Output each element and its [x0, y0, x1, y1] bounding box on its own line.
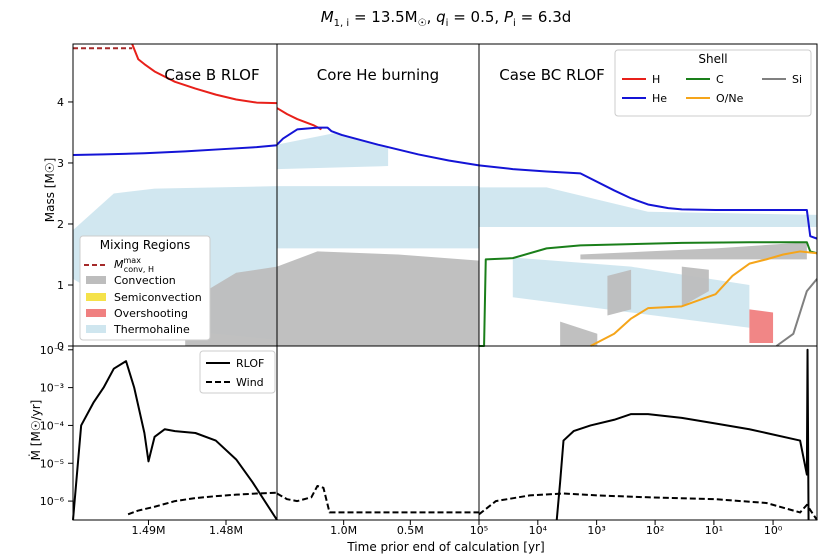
top-y-tick-label-4: 4 [57, 96, 64, 109]
series-he-p0-2 [72, 144, 278, 157]
panel-title-case-b: Case B RLOF [164, 66, 259, 84]
series-wind-p2-13 [478, 492, 818, 521]
series-wind-p1-11 [276, 484, 479, 514]
legend-convection-label: Convection [114, 274, 176, 287]
bottom-y-tick-label-1: 10⁻⁵ [40, 457, 64, 470]
legend-semiconvection-swatch [86, 293, 106, 301]
axes-frames [72, 43, 818, 521]
series-he-p2-4 [478, 164, 818, 240]
top-y-tick-label-3: 3 [57, 157, 64, 170]
panel-title-case-bc: Case BC RLOF [499, 66, 604, 84]
series-lines-layer [72, 43, 818, 521]
mixing-region-11 [749, 309, 774, 343]
mixing-legend-title: Mixing Regions [100, 238, 191, 252]
series-he-p1-3 [276, 126, 480, 167]
mixing-region-10 [681, 266, 709, 307]
series-c-p2-5 [479, 241, 818, 347]
bottom-y-axis-label: Ṁ [M☉/yr] [28, 400, 43, 461]
x-tick-label-p2-2: 10³ [587, 524, 605, 537]
x-tick-label-p2-1: 10⁴ [529, 524, 548, 537]
mixing-region-2 [277, 132, 389, 170]
top-y-tick-label-1: 1 [57, 279, 64, 292]
series-h-p1-1 [276, 107, 322, 131]
bottom-y-tick-label-3: 10⁻³ [40, 382, 64, 395]
legend-convection-swatch [86, 276, 106, 284]
legend-one-label: O/Ne [716, 92, 744, 105]
legend-overshooting-label: Overshooting [114, 307, 188, 320]
bottom-panel-frame-1 [276, 345, 480, 521]
legend-semiconvection-label: Semiconvection [114, 291, 202, 304]
chart-title: M1, i = 13.5M☉, qi = 0.5, Pi = 6.3d [321, 8, 572, 29]
x-tick-label-p0-0: 1.49M [131, 524, 165, 537]
mixing-legend-box [79, 235, 211, 341]
legend-h-label: H [652, 73, 660, 86]
axes-ticks: 0 1 2 3 4 10⁻⁶ 10⁻⁵ 10⁻⁴ 10⁻³ 10⁻² 1.49M 1.48M 1.0M 0… [40, 96, 783, 537]
bottom-y-tick-label-4: 10⁻² [40, 344, 64, 357]
legend-rlof-label: RLOF [236, 357, 264, 370]
top-y-tick-label-2: 2 [57, 218, 64, 231]
mixing-region-9 [607, 269, 632, 316]
legend-si-label: Si [792, 73, 802, 86]
series-si-p2-7 [775, 278, 818, 347]
x-axis-label: Time prior end of calculation [yr] [346, 540, 544, 554]
legend-thermohaline-swatch [86, 325, 106, 333]
x-tick-label-p1-1: 0.5M [397, 524, 424, 537]
shell-legend: Shell H C Si He O/Ne [614, 49, 812, 117]
legend-mconv-label: Mmax conv, H [114, 256, 154, 274]
series-o-ne-p2-6 [590, 250, 818, 347]
x-tick-label-p2-0: 10⁵ [470, 524, 488, 537]
shell-legend-box [614, 49, 812, 117]
panel-title-core-he: Core He burning [317, 66, 439, 84]
top-y-tick-label-0: 0 [57, 340, 64, 353]
series-rlof-p2-12 [555, 348, 810, 521]
series-rlof-p0-9 [72, 360, 278, 521]
x-tick-label-p0-1: 1.48M [209, 524, 243, 537]
mixing-legend: Mixing Regions Mmax conv, H Convection Se… [79, 235, 211, 341]
shell-legend-title: Shell [698, 52, 727, 66]
bottom-panel-frame-2 [478, 345, 818, 521]
mixing-region-3 [479, 187, 817, 228]
top-y-axis-label: Mass [M☉] [43, 158, 57, 223]
legend-overshooting-swatch [86, 309, 106, 317]
legend-c-label: C [716, 73, 724, 86]
x-tick-label-p2-4: 10¹ [705, 524, 723, 537]
legend-thermohaline-label: Thermohaline [113, 323, 190, 336]
series-wind-p0-10 [127, 491, 278, 516]
legend-he-label: He [652, 92, 667, 105]
rate-legend: RLOF Wind [199, 350, 276, 394]
mixing-region-6 [277, 251, 479, 346]
mixing-region-1 [277, 186, 479, 249]
x-tick-label-p2-5: 10⁰ [764, 524, 783, 537]
bottom-y-tick-label-2: 10⁻⁴ [40, 419, 65, 432]
mixing-region-7 [580, 242, 807, 260]
x-tick-label-p1-0: 1.0M [330, 524, 357, 537]
series-h-p0-0 [131, 43, 278, 105]
bottom-y-tick-label-0: 10⁻⁶ [40, 495, 65, 508]
x-tick-label-p2-3: 10² [646, 524, 664, 537]
mixing-region-8 [560, 321, 598, 346]
legend-wind-label: Wind [236, 376, 264, 389]
